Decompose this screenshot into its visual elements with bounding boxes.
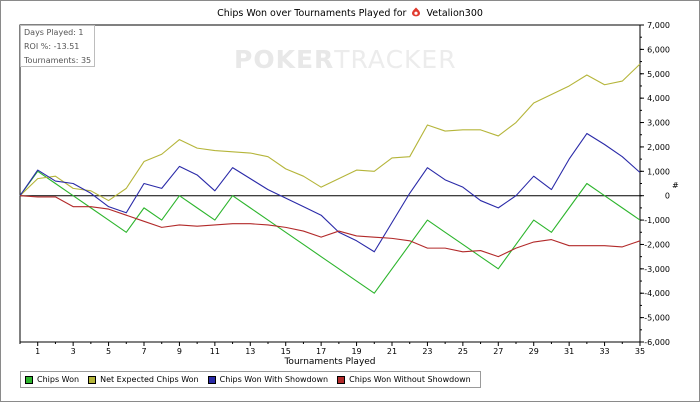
tournaments-text: Tournaments: 35 bbox=[24, 56, 92, 65]
y-axis-unit: # bbox=[672, 181, 679, 190]
ticks-layer: 1 3 5 7 9 11 13 15 17 19 21 23 25 27 29 31 33 357,0006,00… bbox=[19, 21, 670, 356]
y-tick-label: 3,000 bbox=[647, 119, 670, 128]
legend-item-net-expected-chips-won: Net Expected Chips Won bbox=[88, 375, 199, 384]
watermark-part2: TRACKER bbox=[334, 45, 457, 74]
x-tick-label: 25 bbox=[458, 347, 468, 356]
series-line-chips-won-with-showdown bbox=[19, 132, 641, 253]
x-axis-title: Tournaments Played bbox=[284, 357, 376, 367]
x-tick-label: 29 bbox=[529, 347, 539, 356]
y-tick-label: -6,000 bbox=[644, 338, 670, 347]
legend-label: Chips Won Without Showdown bbox=[349, 375, 471, 384]
legend-label: Net Expected Chips Won bbox=[100, 375, 199, 384]
stats-info-box: Days Played: 1 ROI %: -13.51 Tournaments… bbox=[20, 25, 95, 67]
x-tick-label: 3 bbox=[71, 347, 76, 356]
y-tick-label: -1,000 bbox=[644, 216, 670, 225]
x-tick-label: 17 bbox=[316, 347, 326, 356]
legend-swatch bbox=[207, 375, 216, 384]
y-tick-label: 0 bbox=[665, 192, 670, 201]
chart-title-prefix: Chips Won over Tournaments Played for bbox=[217, 8, 407, 19]
series-line-chips-won-without-showdown bbox=[19, 195, 641, 258]
y-tick-label: 5,000 bbox=[647, 70, 670, 79]
legend-item-chips-won-with-showdown: Chips Won With Showdown bbox=[207, 375, 329, 384]
roi-text: ROI %: -13.51 bbox=[24, 42, 80, 51]
chart-title: Chips Won over Tournaments Played for Ve… bbox=[0, 7, 700, 19]
x-tick-label: 23 bbox=[422, 347, 432, 356]
series-line-net-expected-chips-won bbox=[19, 63, 641, 202]
x-tick-label: 35 bbox=[635, 347, 645, 356]
x-tick-label: 7 bbox=[141, 347, 146, 356]
watermark-part1: POKER bbox=[234, 45, 335, 74]
legend-swatch bbox=[88, 375, 97, 384]
legend-label: Chips Won With Showdown bbox=[219, 375, 329, 384]
x-tick-label: 1 bbox=[35, 347, 40, 356]
legend-item-chips-won-without-showdown: Chips Won Without Showdown bbox=[337, 375, 471, 384]
chart-title-player: Vetalion300 bbox=[426, 8, 483, 19]
x-tick-label: 13 bbox=[245, 347, 255, 356]
legend-item-chips-won: Chips Won bbox=[25, 375, 79, 384]
x-tick-label: 9 bbox=[177, 347, 182, 356]
chart-legend: Chips Won Net Expected Chips Won Chips Won… bbox=[20, 371, 481, 388]
y-tick-label: 4,000 bbox=[647, 94, 670, 103]
x-tick-label: 33 bbox=[599, 347, 609, 356]
x-tick-label: 21 bbox=[387, 347, 397, 356]
legend-swatch bbox=[337, 375, 346, 384]
y-tick-label: 7,000 bbox=[647, 21, 670, 30]
days-played-text: Days Played: 1 bbox=[24, 28, 84, 37]
x-tick-label: 5 bbox=[106, 347, 111, 356]
y-tick-label: -2,000 bbox=[644, 240, 670, 249]
y-tick-label: 6,000 bbox=[647, 45, 670, 54]
y-tick-label: 1,000 bbox=[647, 167, 670, 176]
x-tick-label: 31 bbox=[564, 347, 574, 356]
y-tick-label: 2,000 bbox=[647, 143, 670, 152]
y-tick-label: -3,000 bbox=[644, 265, 670, 274]
y-tick-label: -4,000 bbox=[644, 289, 670, 298]
x-tick-label: 15 bbox=[281, 347, 291, 356]
series-layer bbox=[19, 63, 641, 294]
legend-label: Chips Won bbox=[37, 375, 80, 384]
x-tick-label: 27 bbox=[493, 347, 503, 356]
x-tick-label: 19 bbox=[351, 347, 361, 356]
x-tick-label: 11 bbox=[210, 347, 220, 356]
legend-swatch bbox=[25, 375, 33, 384]
pokertracker-logo-icon bbox=[412, 7, 421, 17]
series-line-chips-won bbox=[19, 170, 641, 294]
y-tick-label: -5,000 bbox=[644, 314, 670, 323]
watermark: POKERTRACKER bbox=[234, 45, 457, 74]
